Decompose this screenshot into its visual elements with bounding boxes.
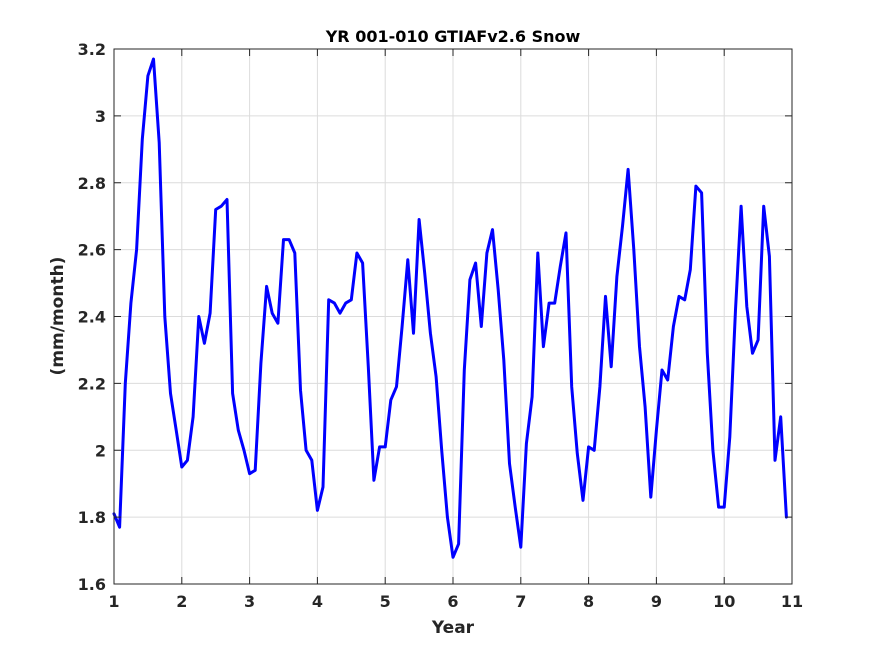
x-tick-label: 8 — [583, 592, 594, 611]
y-axis-label: (mm/month) — [48, 257, 68, 376]
y-tick-label: 2.2 — [78, 374, 106, 393]
x-tick-label: 3 — [244, 592, 255, 611]
x-tick-label: 2 — [176, 592, 187, 611]
series-line — [112, 57, 788, 559]
series-layer — [112, 57, 788, 559]
y-tick-label: 2 — [95, 441, 106, 460]
y-tick-label: 2.8 — [78, 174, 106, 193]
x-tick-label: 4 — [312, 592, 323, 611]
x-tick-label: 7 — [515, 592, 526, 611]
y-tick-label: 1.8 — [78, 508, 106, 527]
chart-title: YR 001-010 GTIAFv2.6 Snow — [325, 27, 581, 46]
y-tick-label: 1.6 — [78, 575, 106, 594]
y-tick-label: 3 — [95, 107, 106, 126]
x-tick-label: 11 — [781, 592, 803, 611]
x-axis-label: Year — [431, 618, 475, 638]
y-tick-label: 2.4 — [78, 308, 106, 327]
x-tick-label: 5 — [380, 592, 391, 611]
y-tick-label: 2.6 — [78, 241, 106, 260]
axis-ticks: 1 2 3 4 5 6 7 8 9 10 11 1.6 1.8 2 2.2 2.4 2.6 2.8 3 3.2 — [78, 40, 803, 611]
x-tick-label: 10 — [713, 592, 735, 611]
x-tick-label: 9 — [651, 592, 662, 611]
y-tick-label: 3.2 — [78, 40, 106, 59]
x-tick-label: 6 — [447, 592, 458, 611]
x-tick-label: 1 — [108, 592, 119, 611]
